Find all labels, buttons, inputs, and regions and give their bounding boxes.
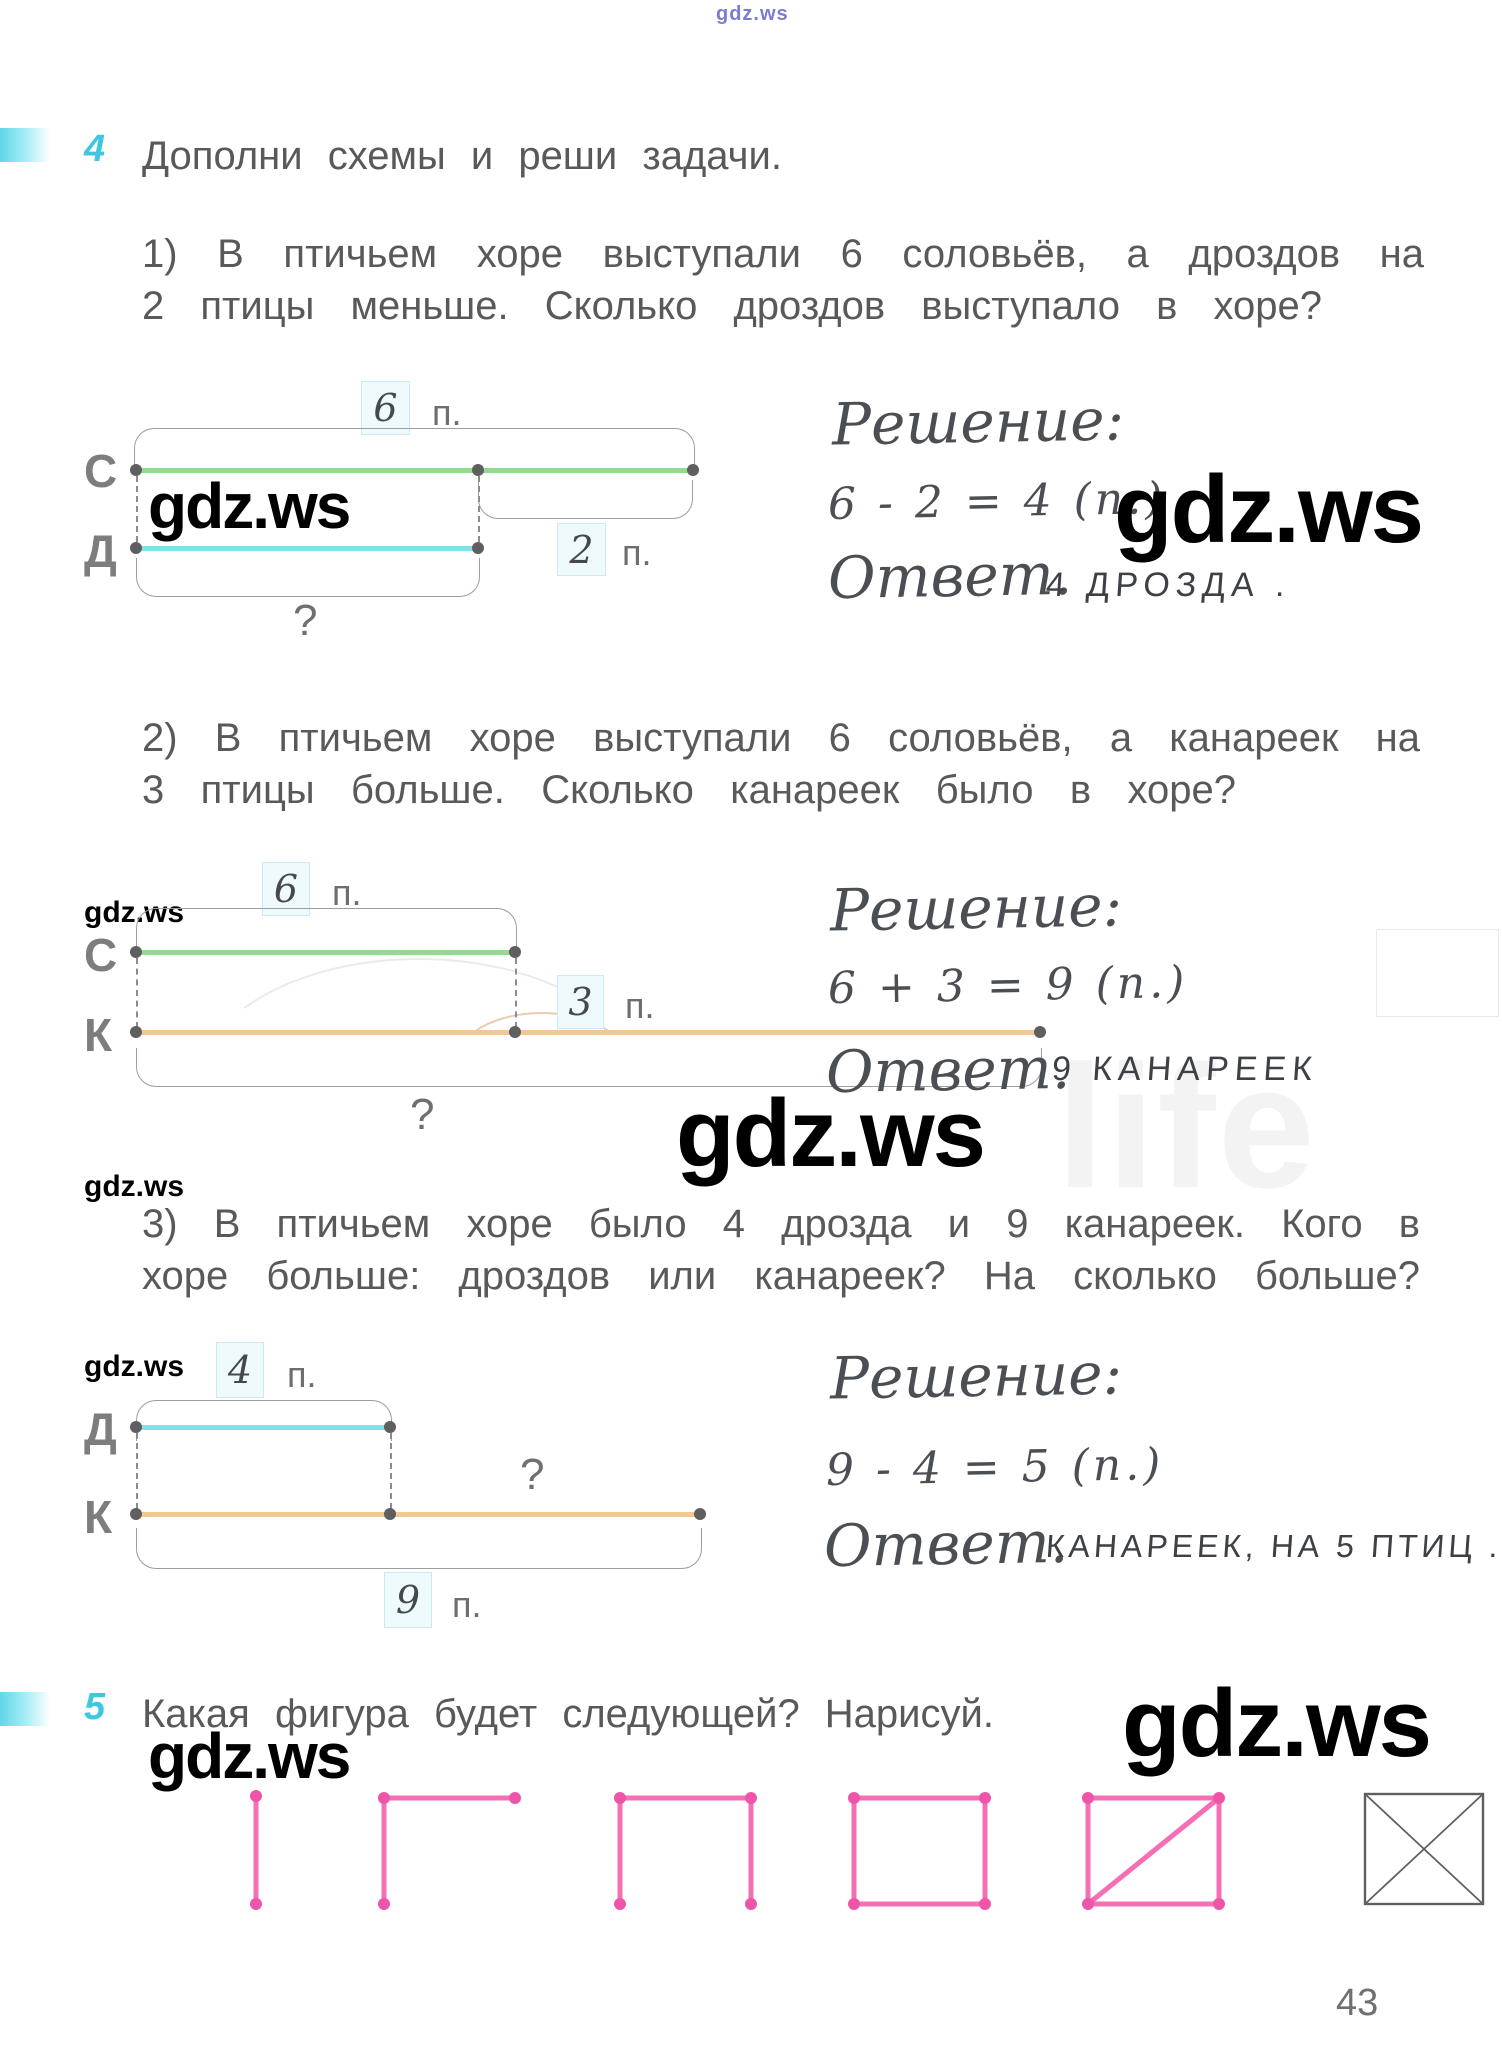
diagram1-part-bracket <box>478 480 693 519</box>
diagram3-bottom-unit: п. <box>452 1584 482 1625</box>
solution3-heading: Решение: <box>829 1339 1123 1413</box>
diagram1-part-unit: п. <box>622 532 652 573</box>
diagram1-green-line <box>136 468 693 473</box>
diagram2-bottom-bracket <box>136 1048 1042 1087</box>
diagram1-cyan-line <box>136 546 478 551</box>
problem2-line2: 3 птицы больше. Сколько канареек было в … <box>142 768 1236 812</box>
problem1-line1: 1) В птичьем хоре выступали 6 соловьёв, … <box>142 232 1424 276</box>
watermark-top: gdz.ws <box>716 3 789 25</box>
watermark-task5-left: gdz.ws <box>148 1720 351 1792</box>
task4-number: 4 <box>84 128 106 170</box>
diagram1-dot <box>130 464 142 476</box>
solution1-answer[interactable]: 4 ДРОЗДА . <box>1044 566 1293 604</box>
solution3-answer[interactable]: КАНАРЕЕК, НА 5 ПТИЦ . <box>1044 1528 1502 1564</box>
diagram2-row1-letter: С <box>84 929 118 981</box>
watermark-diagram3: gdz.ws <box>84 1350 185 1383</box>
diagram2-question-mark: ? <box>410 1090 435 1139</box>
diagram2-total-value[interactable]: 6 <box>262 862 310 916</box>
diagram1-dot <box>472 464 484 476</box>
diagram1-part-value[interactable]: 2 <box>557 523 606 576</box>
diagram1-bottom-bracket <box>136 558 480 597</box>
ghost-watermark: life <box>1056 1030 1317 1225</box>
figure-square-x-pencil-answer[interactable] <box>1360 1788 1490 1910</box>
watermark-diagram1: gdz.ws <box>148 470 351 542</box>
diagram1-dot <box>687 464 699 476</box>
diagram3-dashed-line <box>390 1433 392 1509</box>
figure-square-diagonal[interactable] <box>1081 1786 1226 1914</box>
problem3-line2: хоре больше: дроздов или канареек? На ск… <box>142 1254 1420 1298</box>
solution2-answer[interactable]: 9 КАНАРЕЕК <box>1050 1050 1320 1088</box>
diagram2-dot <box>130 946 142 958</box>
solution1-heading: Решение: <box>831 385 1125 459</box>
figure-u-shape[interactable] <box>613 1786 758 1914</box>
task5-title: Какая фигура будет следующей? Нарисуй. <box>142 1692 994 1736</box>
pencil-arc <box>194 958 644 1222</box>
diagram2-dashed-line <box>515 958 517 1028</box>
diagram3-dot <box>130 1421 142 1433</box>
solution2-heading: Решение: <box>829 871 1123 945</box>
diagram3-dot <box>694 1508 706 1520</box>
diagram2-dot <box>1034 1026 1046 1038</box>
diagram3-dashed-line <box>136 1433 138 1509</box>
diagram2-top-bracket <box>136 908 517 951</box>
diagram3-orange-line <box>136 1512 700 1517</box>
diagram3-question-mark: ? <box>520 1450 545 1499</box>
diagram2-green-line <box>136 950 515 955</box>
watermark-diagram2: gdz.ws <box>84 896 185 929</box>
watermark-left2: gdz.ws <box>84 1170 185 1203</box>
diagram3-top-value[interactable]: 4 <box>216 1342 264 1398</box>
solution3-equation[interactable]: 9 - 4 = 5 (п.) <box>825 1439 1165 1496</box>
pencil-arc <box>455 1012 629 1112</box>
diagram3-bottom-value[interactable]: 9 <box>384 1572 432 1628</box>
task5-number: 5 <box>84 1686 106 1728</box>
solution1-answer-label: Ответ. <box>827 539 1073 613</box>
task5-margin-marker <box>0 1692 50 1726</box>
diagram3-top-bracket <box>136 1400 392 1441</box>
solution2-equation[interactable]: 6 + 3 = 9 (п.) <box>827 956 1189 1015</box>
diagram2-dot <box>509 1026 521 1038</box>
diagram3-dot <box>130 1508 142 1520</box>
figure-segment[interactable] <box>244 1786 274 1914</box>
diagram2-part-value[interactable]: 3 <box>557 975 604 1029</box>
diagram3-row2-letter: К <box>84 1491 113 1543</box>
diagram3-cyan-line <box>136 1425 390 1430</box>
diagram3-dot <box>384 1421 396 1433</box>
problem1-line2: 2 птицы меньше. Сколько дроздов выступал… <box>142 284 1322 328</box>
diagram1-dashed-line <box>136 476 138 552</box>
problem3-line1: 3) В птичьем хоре было 4 дрозда и 9 кана… <box>142 1202 1420 1246</box>
solution3-answer-label: Ответ. <box>823 1507 1069 1581</box>
diagram3-dot <box>384 1508 396 1520</box>
diagram2-total-unit: п. <box>332 872 362 913</box>
diagram1-row1-letter: С <box>84 445 118 497</box>
figure-corner[interactable] <box>377 1786 522 1914</box>
erased-box <box>1376 929 1499 1017</box>
diagram2-row2-letter: К <box>84 1009 113 1061</box>
diagram1-dashed-line <box>478 476 480 552</box>
diagram3-bottom-bracket <box>136 1528 702 1569</box>
diagram1-dot <box>472 542 484 554</box>
watermark-task5: gdz.ws <box>1122 1670 1432 1777</box>
problem2-line1: 2) В птичьем хоре выступали 6 соловьёв, … <box>142 716 1420 760</box>
diagram1-dot <box>130 542 142 554</box>
diagram2-orange-line <box>136 1030 1040 1035</box>
diagram3-row1-letter: Д <box>84 1403 117 1455</box>
diagram1-total-unit: п. <box>432 392 462 433</box>
diagram1-top-bracket <box>134 428 695 469</box>
diagram1-total-value[interactable]: 6 <box>361 381 410 435</box>
diagram2-dot <box>130 1026 142 1038</box>
watermark-solution1: gdz.ws <box>1114 456 1424 563</box>
watermark-solution2: gdz.ws <box>676 1080 986 1187</box>
task4-margin-marker <box>0 128 50 162</box>
diagram3-top-unit: п. <box>287 1354 317 1395</box>
task4-title: Дополни схемы и реши задачи. <box>142 134 782 178</box>
diagram1-question-mark: ? <box>293 596 318 645</box>
page-number: 43 <box>1336 1982 1379 2024</box>
diagram2-part-unit: п. <box>625 985 655 1026</box>
diagram2-dashed-line <box>136 958 138 1028</box>
diagram1-row2-letter: Д <box>84 525 117 577</box>
figure-square[interactable] <box>847 1786 992 1914</box>
diagram2-dot <box>509 946 521 958</box>
